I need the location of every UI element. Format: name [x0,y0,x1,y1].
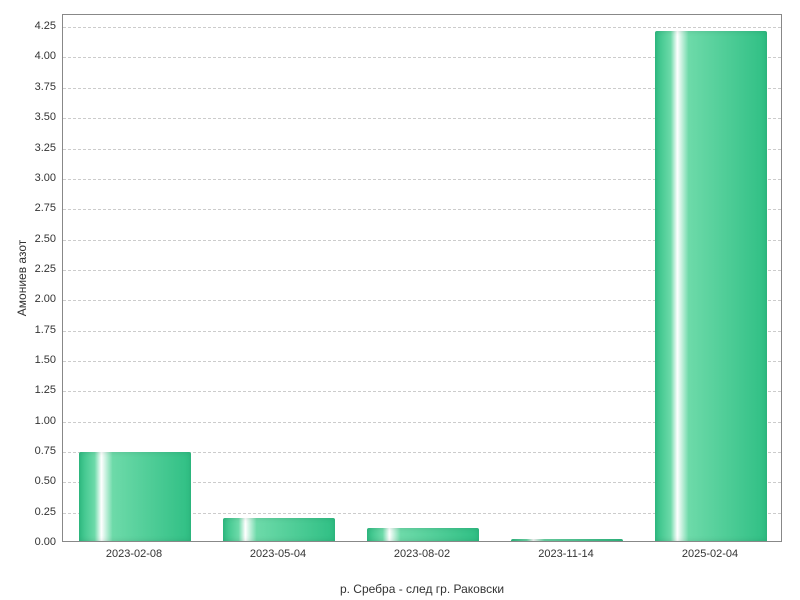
y-tick-label: 2.50 [35,233,62,245]
bar [79,452,191,541]
x-tick-label: 2023-08-02 [394,542,450,560]
y-tick-label: 3.75 [35,81,62,93]
chart-container: Амониев азот р. Сребра - след гр. Раковс… [0,0,800,600]
y-tick-label: 3.50 [35,111,62,123]
y-tick-label: 3.00 [35,172,62,184]
y-tick-label: 1.50 [35,354,62,366]
bar [511,539,623,541]
y-tick-label: 1.75 [35,324,62,336]
x-tick-label: 2023-11-14 [538,542,593,560]
y-tick-label: 2.25 [35,263,62,275]
x-axis-label: р. Сребра - след гр. Раковски [340,582,504,596]
y-tick-label: 0.00 [35,536,62,548]
y-tick-label: 2.75 [35,202,62,214]
y-tick-label: 3.25 [35,142,62,154]
x-tick-label: 2023-05-04 [250,542,306,560]
y-tick-label: 0.75 [35,445,62,457]
x-tick-label: 2023-02-08 [106,542,162,560]
y-axis: 0.000.250.500.751.001.251.501.752.002.25… [0,14,62,542]
x-tick-label: 2025-02-04 [682,542,738,560]
bar [223,518,335,541]
y-tick-label: 0.25 [35,506,62,518]
y-tick-label: 2.00 [35,293,62,305]
bar [367,528,479,541]
y-tick-label: 1.25 [35,384,62,396]
y-tick-label: 0.50 [35,475,62,487]
y-tick-label: 4.00 [35,50,62,62]
bars [63,15,781,541]
x-axis: 2023-02-08 2023-05-04 2023-08-02 2023-11-14… [62,542,782,564]
bar [655,31,767,541]
plot-area [62,14,782,542]
y-tick-label: 4.25 [35,20,62,32]
y-tick-label: 1.00 [35,415,62,427]
